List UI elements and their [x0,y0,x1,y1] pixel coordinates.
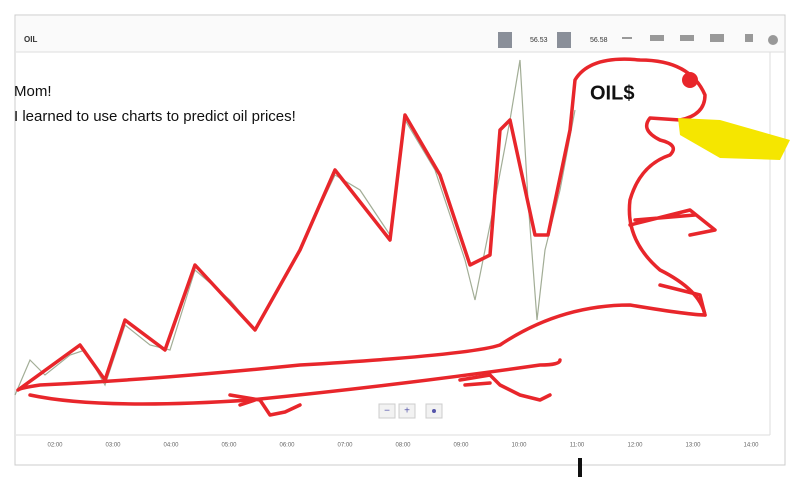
zoom-out-icon: − [384,406,390,417]
share-icon [432,409,436,413]
zoom-controls[interactable] [378,403,443,419]
buy-button[interactable] [557,32,571,48]
x-tick-label: 14:00 [743,443,759,449]
frame [14,14,786,466]
sell-button[interactable] [498,32,512,48]
x-tick-label: 03:00 [105,443,121,449]
x-tick-label: 12:00 [627,443,643,449]
x-tick-label: 04:00 [163,443,179,449]
x-tick-label: 07:00 [337,443,353,449]
sell-price: 56.53 [530,37,548,44]
x-tick-label: 09:00 [453,443,469,449]
drawing-label: OIL$ [590,82,634,104]
x-tick-label: 08:00 [395,443,411,449]
x-tick-label: 05:00 [221,443,237,449]
x-tick-label: 10:00 [511,443,527,449]
x-tick-label: 06:00 [279,443,295,449]
dinosaur-drawing [16,57,717,417]
toolbar [16,16,784,52]
zoom-in-icon: + [404,406,410,417]
x-tick-label: 13:00 [685,443,701,449]
x-tick-label: 11:00 [570,443,585,449]
x-axis: 02:00 03:00 04:00 05:00 06:00 07:00 08:00 09:00… [47,443,759,449]
caption-line1: Mom! [14,83,52,100]
cursor-mark [578,458,582,477]
buy-price: 56.58 [590,37,608,44]
caption-line2: I learned to use charts to predict oil p… [14,108,296,125]
beak [678,118,790,160]
x-tick-label: 02:00 [47,443,63,449]
eye [682,72,698,88]
toolbar-icons[interactable] [622,34,778,45]
symbol: OIL [24,35,37,44]
